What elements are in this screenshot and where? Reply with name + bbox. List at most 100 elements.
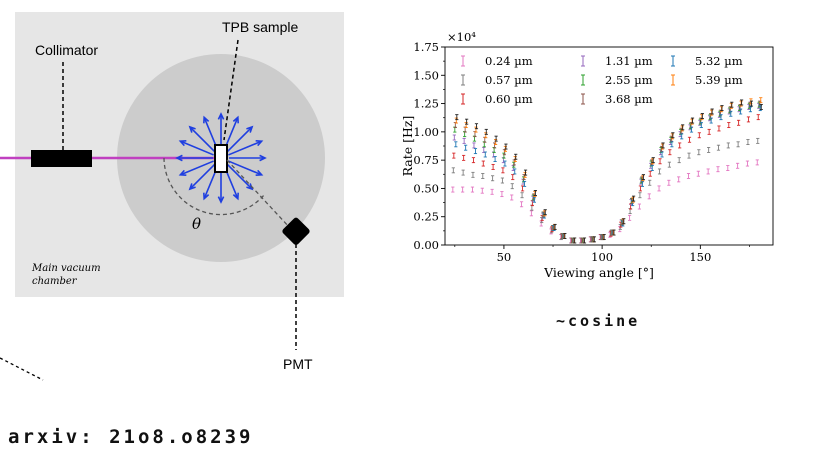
chart-legend: 0.24 µm 0.57 µm 0.60 µm 1.31 µm 2.55 µm 3.68 …	[461, 54, 743, 106]
emission-arrow	[226, 126, 253, 153]
data-point	[520, 185, 525, 192]
emission-arrowhead	[232, 115, 239, 124]
data-point	[462, 154, 466, 161]
data-point	[491, 163, 495, 170]
data-point	[689, 126, 694, 133]
data-point	[745, 160, 750, 167]
data-point	[474, 126, 478, 133]
data-point	[740, 99, 744, 106]
legend-label: 2.55 µm	[605, 73, 653, 87]
legend-label: 5.32 µm	[695, 54, 743, 68]
data-point	[658, 158, 662, 165]
data-point	[736, 162, 740, 169]
x-tick-label: 100	[591, 250, 613, 264]
data-point	[510, 194, 514, 201]
data-point	[638, 185, 643, 192]
data-point	[500, 191, 504, 198]
data-point	[543, 209, 547, 216]
data-point	[677, 157, 681, 164]
data-point	[671, 132, 675, 139]
emission-arrowhead	[188, 183, 196, 191]
data-point	[716, 144, 721, 151]
data-point	[483, 151, 487, 158]
data-point	[451, 167, 455, 174]
emission-arrowhead	[255, 169, 264, 176]
data-point	[648, 170, 652, 177]
data-point	[602, 234, 606, 241]
data-point	[500, 177, 505, 184]
data-point	[471, 157, 476, 164]
emission-arrowhead	[217, 196, 225, 204]
data-point	[461, 186, 465, 193]
data-point	[686, 173, 691, 179]
tpb-sample	[214, 144, 228, 173]
rate-vs-angle-chart: 0.00 0.25 0.50 0.75 1.00 1.25 1.50 1.75 50 100 150…	[400, 30, 774, 280]
setup-diagram: Collimator TPB sample θ PMT Main vacuum …	[0, 12, 344, 381]
data-point	[484, 128, 488, 135]
emission-arrow	[228, 160, 262, 176]
data-point	[473, 148, 478, 155]
data-point	[647, 193, 651, 200]
data-point	[465, 118, 469, 125]
emission-arrow	[189, 163, 216, 190]
data-point	[670, 141, 674, 148]
data-point	[707, 147, 711, 153]
y-tick-label: 1.00	[413, 125, 439, 139]
data-point	[746, 116, 751, 123]
data-point	[504, 143, 508, 150]
data-point	[660, 151, 664, 158]
data-point	[501, 167, 505, 174]
data-point	[687, 136, 692, 143]
data-point	[687, 152, 691, 159]
y-tick-label: 0.25	[413, 210, 439, 224]
legend-item: 2.55 µm	[581, 73, 653, 87]
y-tick-label: 1.75	[413, 40, 439, 54]
data-point	[638, 192, 642, 199]
data-point	[730, 101, 734, 108]
data-point	[746, 139, 750, 145]
data-point	[716, 166, 720, 173]
y-tick-label: 0.75	[413, 153, 439, 167]
pmt-sightline	[226, 159, 291, 229]
data-point	[748, 106, 753, 113]
data-point	[680, 133, 684, 140]
data-point	[657, 185, 661, 192]
data-point	[696, 170, 700, 177]
data-point	[739, 108, 743, 115]
legend-label: 0.57 µm	[485, 73, 533, 87]
data-point	[681, 124, 685, 131]
data-point	[462, 137, 466, 144]
data-point	[539, 220, 543, 227]
data-point	[471, 171, 475, 178]
pmt-detector	[282, 217, 310, 245]
data-point	[513, 168, 517, 175]
data-point	[519, 201, 524, 208]
x-axis-label: Viewing angle [°]	[543, 265, 654, 280]
y-tick-label: 0.00	[413, 238, 439, 252]
legend-item: 0.24 µm	[461, 54, 533, 68]
emission-arrow	[180, 140, 214, 156]
data-point	[520, 192, 524, 199]
data-point	[612, 229, 616, 236]
y-tick-label: 1.50	[413, 68, 439, 82]
emission-arrowhead	[246, 125, 254, 133]
data-point	[592, 236, 596, 243]
chart-marks	[451, 97, 763, 244]
data-point	[729, 110, 733, 117]
emission-arrowhead	[246, 183, 254, 191]
data-point	[726, 165, 730, 172]
legend-label: 5.39 µm	[695, 73, 743, 87]
data-point	[532, 196, 536, 203]
emission-arrowhead	[175, 154, 183, 162]
data-point	[472, 142, 476, 149]
data-point	[759, 104, 763, 110]
chamber-label-line1: Main vacuum	[31, 263, 101, 274]
data-point	[755, 159, 759, 166]
emission-arrowhead	[203, 192, 210, 201]
data-point	[454, 141, 458, 148]
emission-arrowhead	[188, 125, 196, 133]
y-multiplier: ×10⁴	[447, 30, 476, 44]
emission-arrowhead	[178, 140, 187, 147]
emission-arrowhead	[203, 115, 210, 124]
data-point	[464, 144, 468, 151]
